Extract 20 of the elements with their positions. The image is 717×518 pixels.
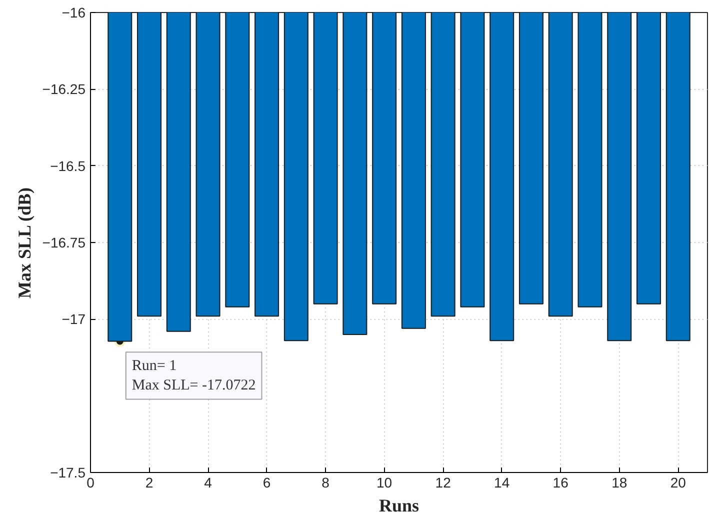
annotation: Run= 1 Max SLL= -17.0722 — [132, 358, 256, 394]
y-tick-label: −17 — [62, 311, 86, 328]
x-tick-label: 10 — [376, 474, 392, 490]
x-tick-label: 0 — [86, 474, 95, 490]
x-tick-label: 2 — [145, 474, 154, 490]
x-tick-label: 12 — [435, 474, 452, 490]
y-tick-label: −17.5 — [50, 464, 86, 480]
x-tick-label: 14 — [494, 474, 510, 490]
x-tick-label: 18 — [612, 474, 628, 490]
y-tick-label: −16.75 — [42, 234, 86, 250]
y-tick-label: −16 — [62, 4, 86, 20]
x-axis-title: Runs — [378, 496, 420, 516]
y-axis-title: Max SLL (dB) — [14, 187, 34, 299]
x-tick-label: 8 — [322, 474, 330, 490]
x-tick-label: 4 — [204, 474, 212, 490]
x-tick-label: 16 — [552, 474, 569, 490]
x-tick-label: 6 — [262, 474, 271, 490]
x-tick-label: 20 — [670, 474, 686, 490]
y-tick-label: −16.5 — [50, 158, 86, 174]
y-tick-label: −16.25 — [42, 81, 86, 98]
